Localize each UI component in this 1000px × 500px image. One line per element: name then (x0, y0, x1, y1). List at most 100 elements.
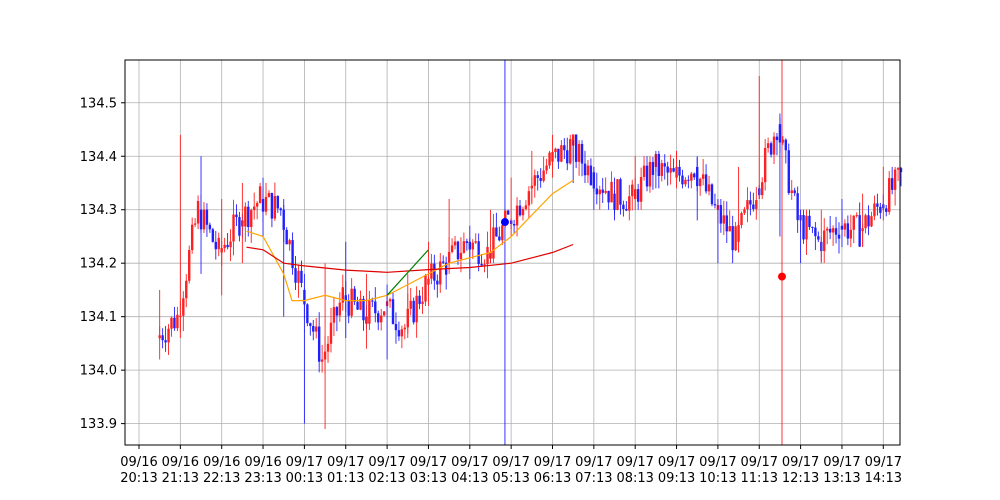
candle-down (811, 226, 814, 228)
candle-up (560, 145, 563, 162)
candle-up (728, 226, 731, 232)
candle-down (506, 210, 510, 215)
candle-up (527, 191, 531, 206)
candle-up (320, 359, 324, 362)
x-tick-time: 20:13 (120, 471, 157, 486)
candle-up (855, 215, 858, 217)
candle-down (583, 163, 587, 176)
candle-down (672, 168, 675, 172)
candle-down (752, 204, 755, 209)
candle-down (161, 335, 164, 341)
candle-up (409, 300, 412, 309)
candle-down (226, 244, 229, 248)
candle-up (379, 315, 383, 323)
plot-frame (124, 59, 901, 446)
candle-up (631, 184, 634, 197)
candle-down (536, 175, 539, 179)
candle-up (232, 214, 235, 242)
candle-down (518, 205, 522, 216)
candle-down (173, 317, 176, 329)
candle-up (196, 200, 200, 224)
candle-down (306, 304, 309, 324)
candle-down (645, 165, 649, 187)
x-tick-time: 02:13 (368, 471, 405, 486)
y-tick-label: 134.3 (80, 203, 117, 218)
candle-up (250, 210, 253, 228)
candle-down (787, 150, 790, 194)
candle-up (554, 148, 557, 152)
candle-down (312, 326, 315, 332)
candle-up (492, 227, 495, 259)
y-tick-label: 134.4 (80, 150, 117, 165)
red-signal-marker (777, 272, 786, 281)
candle-up (669, 168, 672, 173)
x-tick-date: 09/16 (120, 455, 157, 470)
candle-down (666, 166, 669, 173)
x-tick-date: 09/17 (534, 455, 571, 470)
event-lines (504, 60, 783, 445)
candle-up (864, 215, 867, 229)
x-tick-time: 01:13 (327, 471, 364, 486)
candle-down (512, 224, 516, 226)
x-tick-time: 14:13 (865, 471, 902, 486)
candle-up (734, 226, 737, 251)
candle-down (164, 340, 167, 343)
candle-up (382, 311, 386, 316)
candle-up (182, 298, 185, 316)
x-tick-date: 09/17 (782, 455, 819, 470)
candle-up (831, 228, 835, 233)
candle-up (223, 244, 226, 249)
candle-up (190, 224, 194, 251)
candle-up (616, 179, 619, 210)
candle-up (359, 298, 362, 310)
candle-up (763, 147, 767, 183)
candle-down (719, 205, 723, 224)
candle-up (888, 178, 891, 212)
candle-down (208, 224, 212, 230)
candle-up (722, 215, 726, 224)
x-tick-date: 09/17 (699, 455, 736, 470)
candle-up (825, 228, 829, 231)
candle-down (704, 174, 708, 192)
candle-up (790, 190, 793, 194)
candle-down (276, 196, 280, 209)
candle-down (563, 145, 566, 151)
candle-up (439, 261, 442, 285)
markers (500, 218, 786, 281)
candle-down (607, 190, 610, 203)
candle-up (823, 230, 826, 252)
x-tick-date: 09/17 (410, 455, 447, 470)
candle-up (772, 136, 776, 155)
candle-down (456, 241, 460, 260)
candle-up (740, 213, 743, 225)
candle-down (539, 178, 542, 181)
x-tick-date: 09/16 (162, 455, 199, 470)
candle-up (252, 206, 256, 211)
candle-up (471, 242, 474, 250)
candle-up (288, 240, 291, 245)
candle-up (755, 200, 758, 209)
candle-down (374, 301, 377, 314)
candle-up (586, 165, 590, 176)
candle-down (291, 240, 294, 269)
x-tick-time: 03:13 (410, 471, 447, 486)
x-tick-date: 09/16 (203, 455, 240, 470)
candle-down (796, 193, 799, 221)
candle-down (769, 143, 773, 155)
candle-up (521, 208, 525, 216)
candle-down (814, 227, 817, 237)
candle-up (896, 168, 900, 170)
candle-down (347, 300, 350, 316)
candle-up (176, 314, 179, 329)
candle-down (678, 166, 681, 176)
x-tick-date: 09/16 (244, 455, 281, 470)
x-tick-time: 12:13 (782, 471, 819, 486)
candle-up (229, 241, 232, 248)
x-tick-time: 11:13 (741, 471, 778, 486)
candle-up (701, 174, 705, 179)
candle-up (648, 161, 652, 187)
candle-up (450, 245, 454, 252)
candle-down (828, 228, 832, 233)
x-tick-time: 04:13 (451, 471, 488, 486)
